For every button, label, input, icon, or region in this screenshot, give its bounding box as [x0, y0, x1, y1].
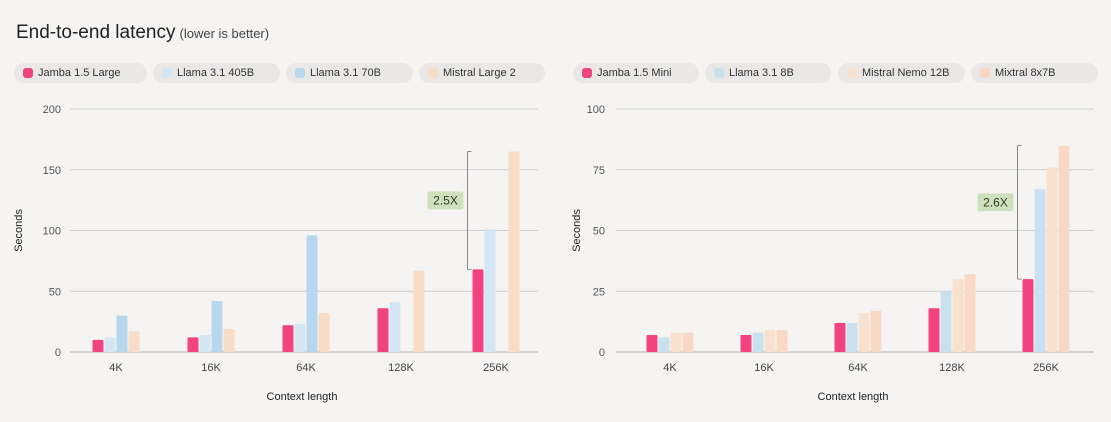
- x-tick-label: 4K: [663, 362, 677, 374]
- y-tick-label: 100: [43, 226, 61, 238]
- y-tick-label: 25: [593, 286, 605, 298]
- y-axis-label: Seconds: [13, 209, 25, 252]
- y-tick-label: 50: [593, 226, 605, 238]
- bar-mixtral-8x7b-16k: [776, 330, 788, 352]
- annotation-label: 2.5X: [433, 193, 458, 207]
- y-tick-label: 75: [593, 165, 605, 177]
- bar-llama-3-1-405b-128k: [389, 302, 401, 352]
- bar-mistral-nemo-12b-4k: [670, 332, 682, 352]
- legend-item-llama-3-1-405b[interactable]: Llama 3.1 405B: [153, 63, 280, 83]
- legend-label: Llama 3.1 8B: [729, 67, 794, 79]
- legend-large: Jamba 1.5 Large Llama 3.1 405B Llama 3.1…: [14, 63, 548, 85]
- bar-llama-3-1-70b-64k: [306, 235, 318, 352]
- bar-mistral-nemo-12b-128k: [952, 279, 964, 352]
- bar-llama-3-1-8b-4k: [658, 337, 670, 352]
- bar-mixtral-8x7b-64k: [870, 310, 882, 352]
- bar-mistral-large-2-64k: [318, 313, 330, 352]
- x-tick-label: 256K: [1033, 362, 1059, 374]
- legend-label: Jamba 1.5 Mini: [597, 67, 672, 79]
- legend-label: Mistral Nemo 12B: [862, 67, 950, 79]
- latency-chart-large: End-to-end latency (lower is better) Jamb…: [6, 10, 556, 415]
- chart-title-main: End-to-end latency: [16, 22, 176, 43]
- bar-llama-3-1-405b-64k: [294, 324, 306, 352]
- x-axis-label: Context length: [818, 391, 889, 403]
- y-tick-label: 100: [587, 104, 605, 116]
- legend-swatch: [295, 68, 305, 78]
- bar-llama-3-1-8b-256k: [1034, 189, 1046, 352]
- bar-mistral-large-2-256k: [508, 151, 520, 352]
- x-tick-label: 4K: [109, 362, 123, 374]
- bar-mistral-nemo-12b-64k: [858, 313, 870, 352]
- bar-jamba-1-5-mini-16k: [740, 334, 752, 352]
- x-tick-label: 128K: [939, 362, 965, 374]
- annotation-label: 2.6X: [983, 195, 1008, 209]
- legend-label: Mistral Large 2: [443, 67, 516, 79]
- x-tick-label: 128K: [388, 362, 414, 374]
- bar-mixtral-8x7b-256k: [1058, 145, 1070, 352]
- bar-mistral-nemo-12b-256k: [1046, 167, 1058, 352]
- annotation-badge: [427, 191, 464, 210]
- chart-subtitle: (lower is better): [179, 26, 270, 41]
- legend-swatch: [847, 68, 857, 78]
- bar-llama-3-1-8b-64k: [846, 322, 858, 352]
- bar-mixtral-8x7b-4k: [682, 332, 694, 352]
- y-tick-label: 50: [49, 286, 61, 298]
- bar-llama-3-1-70b-16k: [211, 300, 223, 352]
- bar-mistral-large-2-128k: [413, 270, 425, 352]
- legend-swatch: [582, 68, 592, 78]
- bar-llama-3-1-405b-4k: [104, 337, 116, 352]
- bar-mistral-large-2-4k: [128, 331, 140, 352]
- legend-label: Jamba 1.5 Large: [38, 67, 121, 79]
- legend-swatch: [980, 68, 990, 78]
- legend-swatch: [714, 68, 724, 78]
- legend-swatch: [23, 68, 33, 78]
- x-tick-label: 16K: [201, 362, 221, 374]
- y-axis-label: Seconds: [571, 209, 583, 252]
- legend-swatch: [162, 68, 172, 78]
- bar-llama-3-1-70b-4k: [116, 315, 128, 352]
- bar-jamba-1-5-mini-64k: [834, 322, 846, 352]
- bar-jamba-1-5-large-16k: [187, 337, 199, 352]
- legend-item-mixtral-8x7b[interactable]: Mixtral 8x7B: [971, 63, 1098, 83]
- y-tick-label: 200: [43, 104, 61, 116]
- bar-jamba-1-5-mini-4k: [646, 334, 658, 352]
- bar-chart-large: 0 50 100 150 200 Seconds Context length 4K 16K 64…: [13, 104, 538, 403]
- legend-label: Llama 3.1 405B: [177, 67, 255, 79]
- y-tick-label: 150: [43, 165, 61, 177]
- legend-item-jamba-1-5-mini[interactable]: Jamba 1.5 Mini: [573, 63, 699, 83]
- legend-swatch: [428, 68, 438, 78]
- legend-mini: Jamba 1.5 Mini Llama 3.1 8B Mistral Nemo…: [570, 63, 1102, 85]
- latency-chart-mini: Jamba 1.5 Mini Llama 3.1 8B Mistral Nemo…: [562, 10, 1110, 415]
- bar-llama-3-1-8b-16k: [752, 332, 764, 352]
- bar-jamba-1-5-large-64k: [282, 325, 294, 352]
- bar-jamba-1-5-large-4k: [92, 339, 104, 352]
- bar-jamba-1-5-large-128k: [377, 308, 389, 352]
- x-axis-label: Context length: [267, 391, 338, 403]
- legend-item-llama-3-1-70b[interactable]: Llama 3.1 70B: [286, 63, 413, 83]
- y-tick-label: 0: [55, 347, 61, 359]
- bar-llama-3-1-405b-256k: [484, 229, 496, 352]
- legend-item-mistral-large-2[interactable]: Mistral Large 2: [419, 63, 545, 83]
- bar-mistral-nemo-12b-16k: [764, 330, 776, 352]
- bar-jamba-1-5-mini-256k: [1022, 279, 1034, 352]
- legend-item-jamba-1-5-large[interactable]: Jamba 1.5 Large: [14, 63, 147, 83]
- bar-mixtral-8x7b-128k: [964, 274, 976, 352]
- legend-item-llama-3-1-8b[interactable]: Llama 3.1 8B: [705, 63, 831, 83]
- bar-chart-mini: 0 25 50 75 100 Seconds Context length 4K 16K 64K 1…: [571, 104, 1094, 403]
- bar-jamba-1-5-large-256k: [472, 269, 484, 352]
- bar-jamba-1-5-mini-128k: [928, 308, 940, 352]
- chart-title: End-to-end latency (lower is better): [16, 22, 269, 44]
- x-tick-label: 16K: [754, 362, 774, 374]
- x-tick-label: 64K: [848, 362, 868, 374]
- legend-label: Llama 3.1 70B: [310, 67, 381, 79]
- legend-label: Mixtral 8x7B: [995, 67, 1056, 79]
- annotation-badge: [977, 193, 1014, 212]
- x-tick-label: 64K: [296, 362, 316, 374]
- bar-mistral-large-2-16k: [223, 328, 235, 352]
- y-tick-label: 0: [599, 347, 605, 359]
- bar-llama-3-1-8b-128k: [940, 291, 952, 352]
- x-tick-label: 256K: [483, 362, 509, 374]
- legend-item-mistral-nemo-12b[interactable]: Mistral Nemo 12B: [838, 63, 965, 83]
- bar-llama-3-1-405b-16k: [199, 334, 211, 352]
